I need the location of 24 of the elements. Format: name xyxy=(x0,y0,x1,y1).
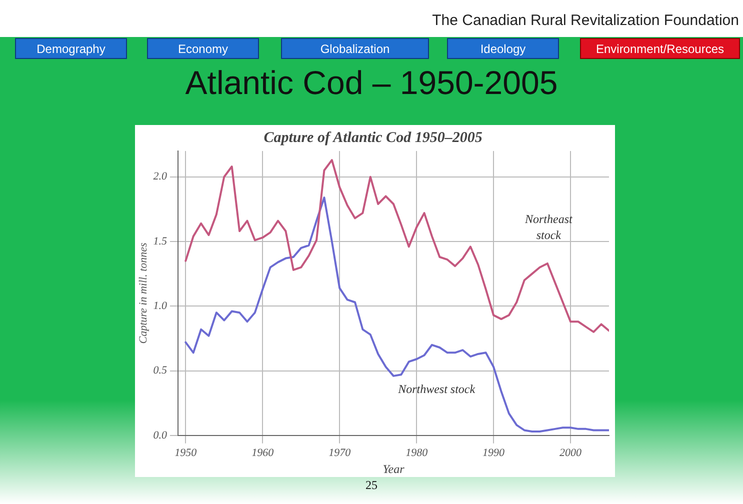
text: 25 xyxy=(364,478,378,493)
x-tick-label: 2000 xyxy=(560,446,582,459)
text: Northeast stock xyxy=(524,212,573,242)
y-tick-label: 1.5 xyxy=(153,235,168,248)
text: The Canadian Rural Revitalization Foundation xyxy=(432,12,739,29)
chart-title: Atlantic Cod – 1950-2005 xyxy=(184,64,559,102)
text: Economy xyxy=(147,38,259,59)
x-tick-label: 1960 xyxy=(252,446,274,459)
chart-subtitle: Capture of Atlantic Cod 1950–2005 xyxy=(264,130,483,146)
x-tick-label: 1950 xyxy=(174,446,198,459)
x-tick-label: 1980 xyxy=(406,446,428,459)
y-tick-label: 0.0 xyxy=(153,429,168,442)
y-tick-label: 0.5 xyxy=(153,364,168,377)
x-tick-label: 1970 xyxy=(328,446,352,459)
x-axis-title: Year xyxy=(382,462,405,476)
y-tick-label: 2.0 xyxy=(153,170,168,183)
y-tick-label: 1.0 xyxy=(153,300,168,312)
text: Environment/Resources xyxy=(580,38,740,59)
x-tick-label: 1990 xyxy=(482,446,506,459)
y-axis-title: Capture in mill. tonnes xyxy=(137,242,150,344)
text: Ideology xyxy=(447,38,559,59)
text: Globalization xyxy=(281,38,429,59)
series-label: Northwest stock xyxy=(397,382,476,396)
text: Demography xyxy=(15,38,127,59)
